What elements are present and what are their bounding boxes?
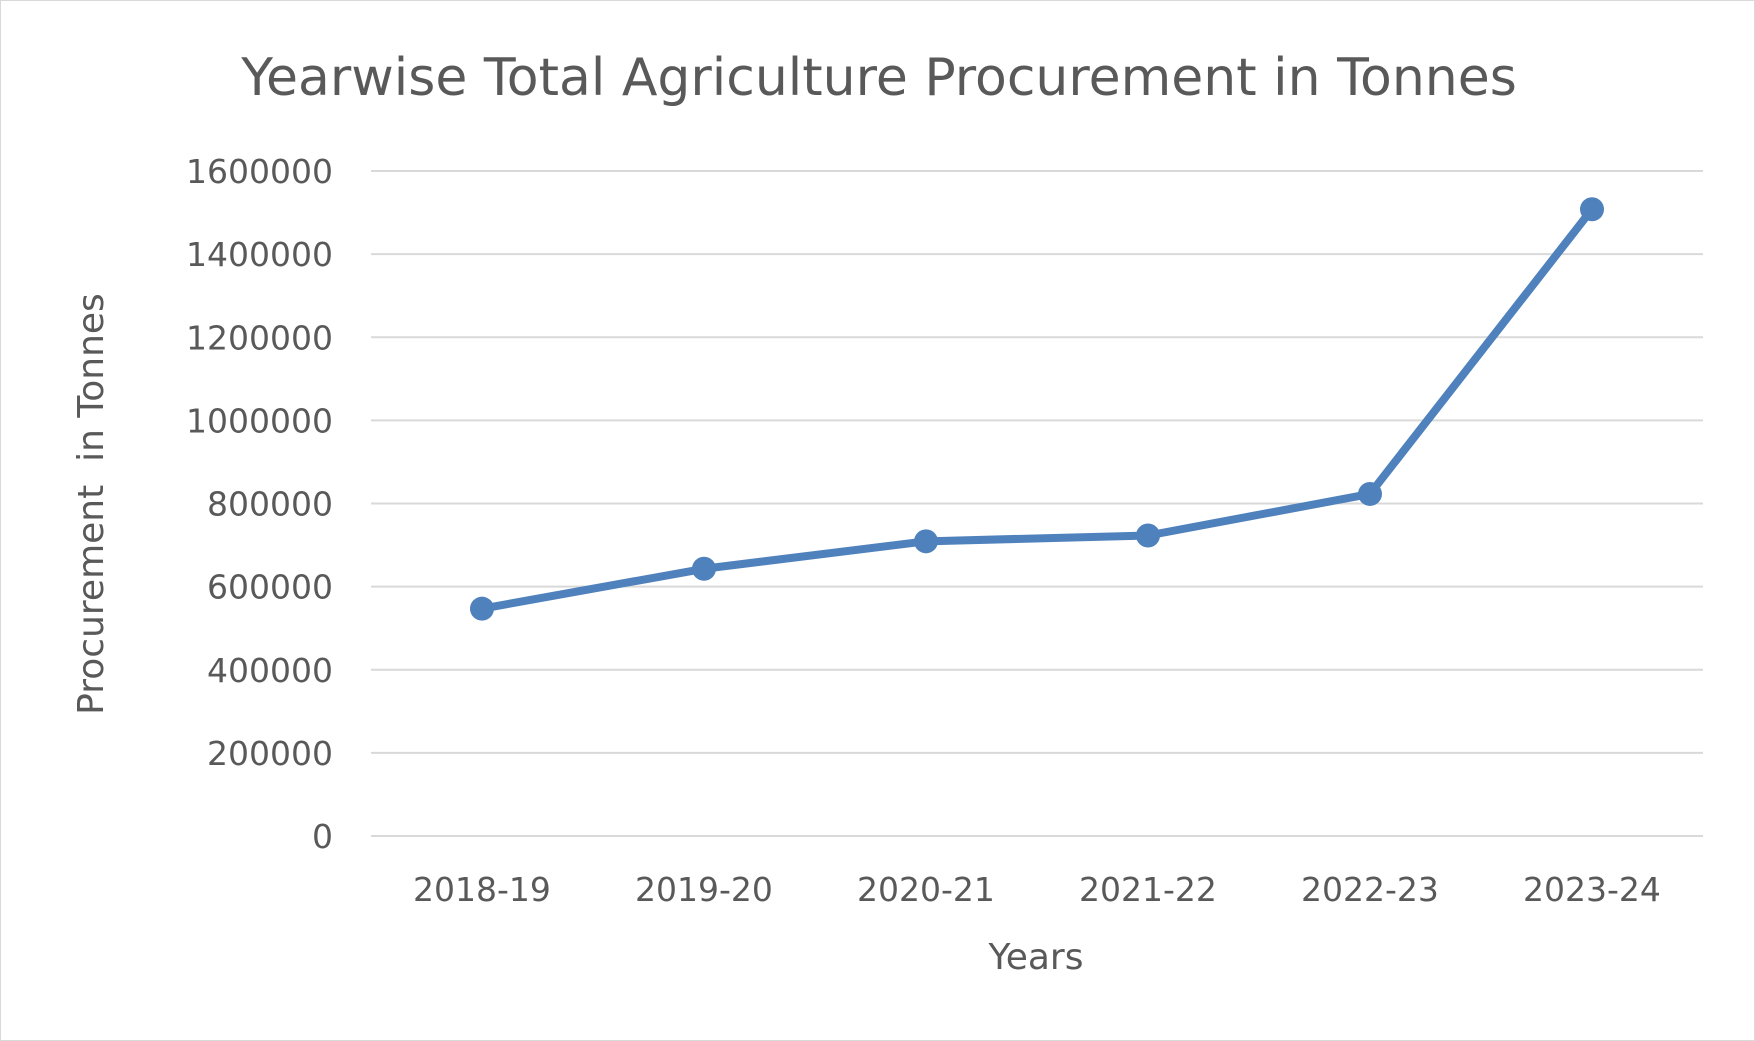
x-tick-label: 2018-19: [413, 870, 551, 909]
y-tick-label: 1000000: [186, 401, 333, 440]
y-tick-label: 0: [312, 817, 333, 856]
y-axis-tick-labels: 0 200000 400000 600000 800000 1000000 1200000 1…: [186, 152, 333, 856]
chart-title: Yearwise Total Agriculture Procurement i…: [240, 48, 1517, 108]
y-tick-label: 1600000: [186, 152, 333, 191]
y-tick-label: 200000: [207, 734, 333, 773]
data-point-2018-19: [470, 596, 494, 621]
x-axis-title: Years: [988, 937, 1084, 978]
x-tick-label: 2023-24: [1523, 870, 1661, 909]
x-tick-label: 2019-20: [635, 870, 773, 909]
gridlines: [371, 170, 1703, 837]
x-tick-label: 2021-22: [1079, 870, 1217, 909]
y-tick-label: 400000: [207, 651, 333, 690]
series-line: [478, 205, 1596, 613]
y-tick-label: 800000: [207, 485, 333, 524]
y-tick-label: 1400000: [186, 235, 333, 274]
x-tick-label: 2020-21: [857, 870, 995, 909]
data-point-2019-20: [692, 556, 716, 581]
y-tick-label: 1200000: [186, 318, 333, 357]
x-tick-label: 2022-23: [1301, 870, 1439, 909]
data-point-2021-22: [1136, 523, 1160, 548]
data-point-2022-23: [1358, 481, 1382, 506]
series-layer: [470, 197, 1604, 621]
y-tick-label: 600000: [207, 568, 333, 607]
y-axis-title: Procurement in Tonnes: [71, 293, 112, 715]
x-axis-tick-labels: 2018-19 2019-20 2020-21 2021-22 2022-23 2023-…: [413, 870, 1661, 909]
data-point-2023-24: [1580, 197, 1604, 222]
data-point-2020-21: [914, 529, 938, 554]
